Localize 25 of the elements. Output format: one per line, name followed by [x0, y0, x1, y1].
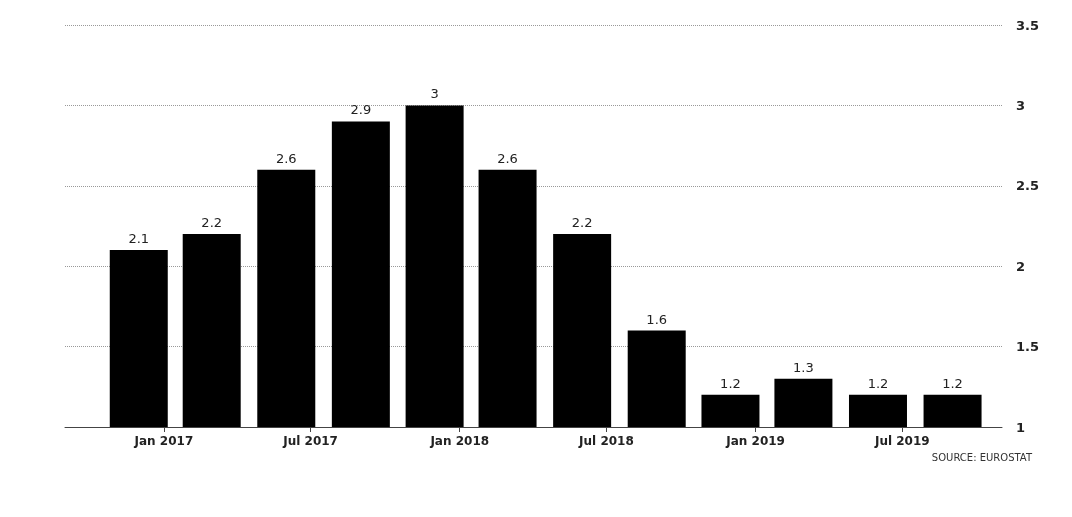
y-tick-label: 1.5 — [1016, 339, 1040, 355]
y-tick-label: 2.5 — [1016, 178, 1040, 194]
y-tick-label: 1 — [1016, 419, 1026, 435]
x-tick-label: Jul 2018 — [578, 434, 634, 448]
x-tick-label: Jan 2017 — [133, 434, 194, 448]
data-label: 2.2 — [571, 215, 593, 231]
data-label: 1.2 — [867, 375, 889, 391]
data-label: 2.6 — [275, 150, 297, 166]
y-tick-label: 3.5 — [1016, 17, 1040, 33]
y-tick-label: 3 — [1016, 97, 1026, 113]
x-tick-label: Jul 2019 — [873, 434, 930, 448]
y-tick-label: 2 — [1016, 258, 1026, 274]
x-tick-label: Jul 2017 — [282, 434, 338, 448]
data-label: 2.9 — [350, 102, 372, 118]
data-label: 2.2 — [201, 215, 223, 231]
x-tick-label: Jan 2018 — [429, 434, 490, 448]
source-note: SOURCE: EUROSTAT — [931, 451, 1033, 463]
data-label: 1.6 — [646, 311, 668, 327]
data-label: 3 — [430, 86, 439, 102]
data-label: 2.1 — [128, 231, 150, 247]
x-tick-label: Jan 2019 — [725, 434, 785, 448]
data-label: 1.2 — [720, 375, 741, 391]
data-label: 1.3 — [793, 359, 814, 375]
data-label: 1.2 — [942, 375, 963, 391]
data-label: 2.6 — [497, 150, 518, 166]
